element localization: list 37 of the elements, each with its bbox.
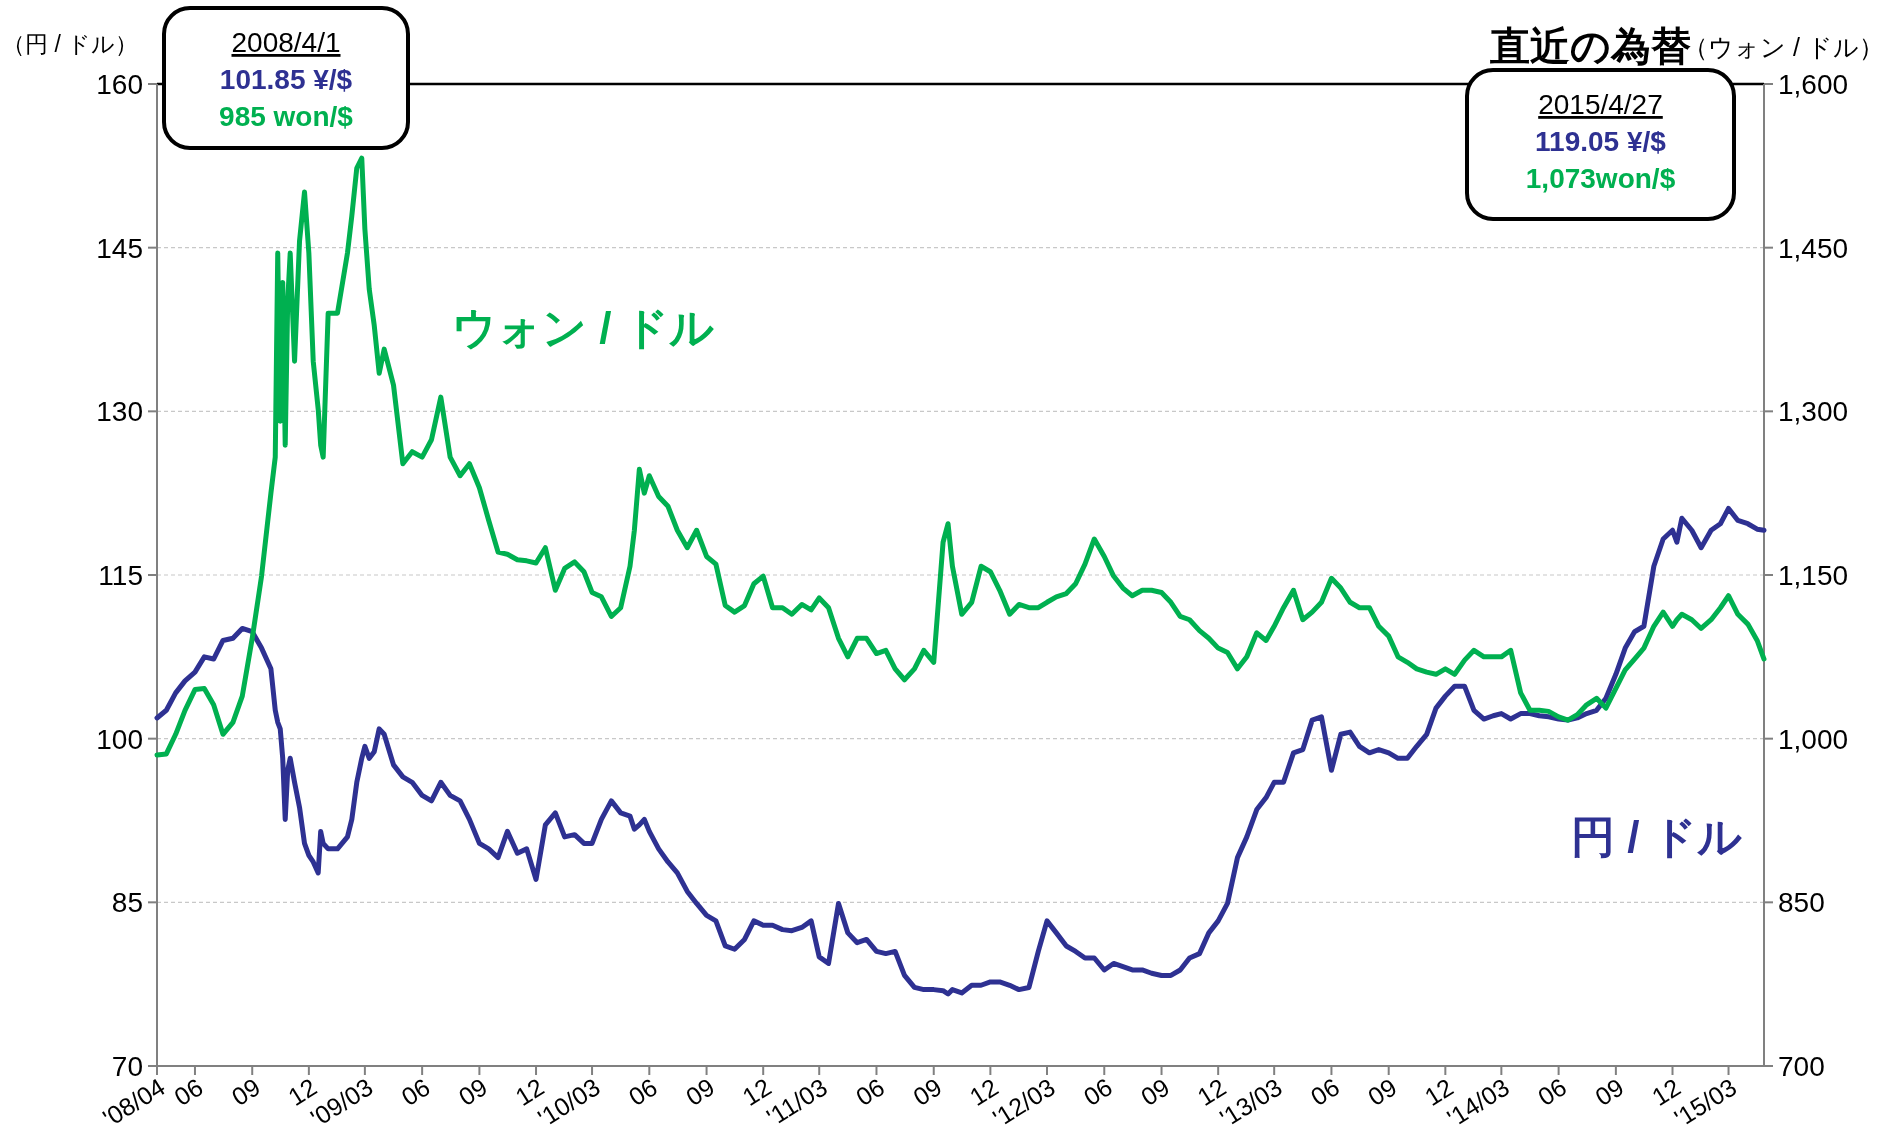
y-tick-label: 145 [96, 232, 143, 264]
x-tick-label: 09 [453, 1072, 493, 1111]
annotation: 101.85 ¥/$ [219, 64, 353, 95]
x-tick-label: 06 [396, 1072, 435, 1111]
y-axis-title: （円 / ドル） [2, 31, 139, 57]
x-tick-label: 09 [680, 1072, 720, 1111]
y-tick-label: 70 [111, 1051, 143, 1082]
annotation: 1,073won/$ [1525, 163, 1676, 194]
series-label: ウォン / ドル [452, 303, 714, 352]
y2-tick-label: 1,450 [1778, 232, 1849, 264]
y2-tick-label: 700 [1778, 1051, 1825, 1082]
y2-tick-label: 1,600 [1778, 69, 1849, 100]
y2-tick-label: 1,150 [1778, 560, 1849, 591]
y-tick-label: 160 [96, 69, 143, 100]
y2-tick-label: 1,000 [1778, 723, 1849, 755]
y-tick-label: 100 [96, 723, 143, 755]
x-tick-label: 06 [850, 1072, 890, 1111]
annotation: 2015/4/27 [1538, 89, 1663, 120]
x-tick-label: 06 [1532, 1072, 1572, 1111]
text: 2008/4/1 [231, 27, 341, 58]
x-tick-label: 06 [1305, 1072, 1345, 1111]
y-tick-label: 130 [96, 396, 143, 428]
x-tick-label: 09 [1362, 1072, 1402, 1111]
x-tick-label: 06 [169, 1072, 208, 1111]
text: 円 / ドル [1571, 812, 1742, 861]
x-tick-label: 09 [1135, 1072, 1175, 1111]
annotation: 119.05 ¥/$ [1535, 126, 1667, 157]
y2-tick-label: 850 [1778, 887, 1825, 919]
x-tick-label: 06 [1078, 1072, 1117, 1111]
x-tick-label: 09 [907, 1072, 947, 1111]
y-tick-label: 115 [98, 560, 143, 591]
x-tick-label: 06 [623, 1072, 662, 1111]
y-tick-label: 85 [111, 887, 143, 919]
annotation: 985 won/$ [219, 101, 354, 132]
x-tick-label: 09 [1590, 1072, 1629, 1111]
y2-tick-label: 1,300 [1778, 396, 1849, 428]
x-tick-label: 09 [226, 1072, 265, 1111]
